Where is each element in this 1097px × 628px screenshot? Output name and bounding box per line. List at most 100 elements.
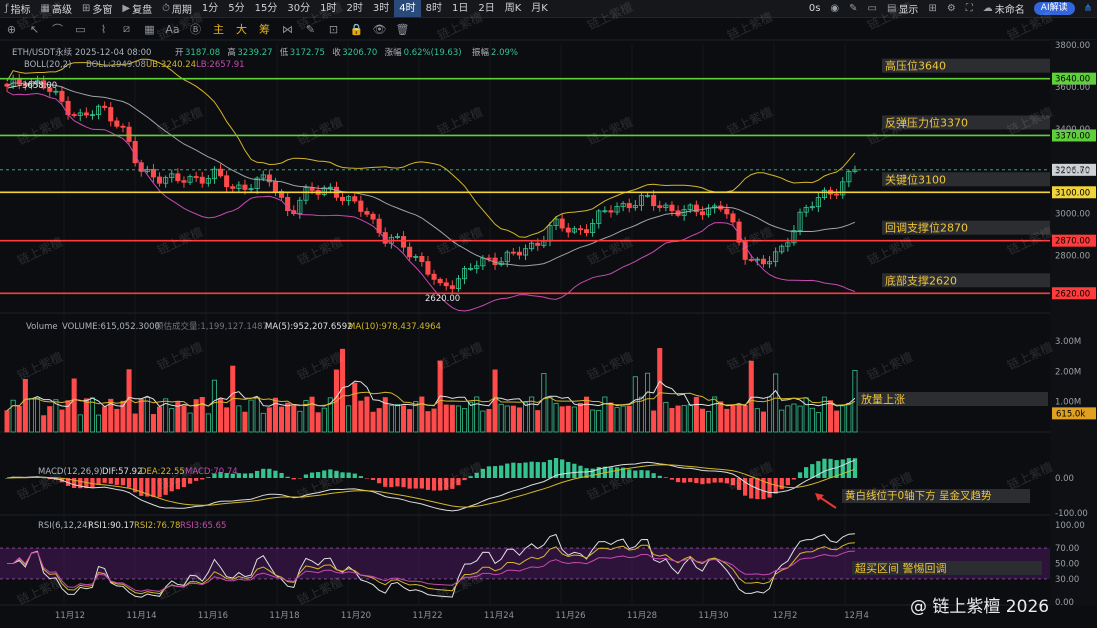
toolbar-item-label: 多窗 — [92, 5, 113, 16]
toolbar-pen-button[interactable]: ✎ — [844, 0, 862, 17]
volume-y-tick: 3.00M — [1055, 337, 1081, 347]
candle-body — [455, 278, 461, 289]
volume-bar — [645, 372, 651, 433]
level-price-tag-0: 3640.00 — [1055, 75, 1090, 85]
macd-bar — [852, 458, 858, 478]
volume-bar — [425, 411, 431, 433]
macd-bar — [785, 478, 790, 485]
timeframe-3-button[interactable]: 30分 — [287, 3, 311, 14]
macd-bar — [328, 469, 333, 478]
timeframe-9-button[interactable]: 1日 — [451, 3, 469, 14]
candle-body — [211, 168, 217, 179]
candle-body — [815, 197, 821, 208]
toolbar-period-button[interactable]: ⏱ 周期 — [157, 0, 197, 17]
draw-tool-9-icon[interactable]: ⋈ — [282, 22, 293, 36]
watermark-text: 链上紫檀 — [15, 574, 65, 608]
draw-tool-6-icon[interactable]: ▦ — [144, 22, 155, 36]
timeframe-4-button[interactable]: 1时 — [320, 3, 337, 14]
toolbar-gear-button[interactable]: ⚙ — [942, 0, 961, 17]
macd-bar — [438, 478, 443, 491]
macd-bar — [779, 478, 784, 490]
candle-body — [779, 245, 785, 253]
macd-bar — [834, 460, 839, 478]
volume-bar — [748, 360, 754, 433]
candle-body — [449, 285, 455, 289]
volume-bar — [693, 396, 699, 433]
volume-bar — [22, 379, 28, 433]
toolbar-fullscreen-button[interactable]: ⛶ — [961, 0, 978, 17]
toolbar-multi-chart-button[interactable]: ⊞ 多窗 — [77, 0, 117, 17]
draw-tool-3-icon[interactable]: ▭ — [75, 22, 86, 36]
volume-bar — [462, 408, 468, 433]
draw-tool-12-icon[interactable]: 🔒 — [349, 22, 364, 36]
draw-tool-11-icon[interactable]: ⊡ — [328, 22, 339, 36]
timeframe-5-button[interactable]: 2时 — [346, 3, 363, 14]
level-label-bg-4 — [882, 273, 1050, 288]
ai-interpret-button[interactable]: AI解读 — [1033, 2, 1075, 15]
candle-body — [834, 193, 840, 196]
macd-bar — [492, 466, 498, 478]
draw-tool-5-icon[interactable]: ⧄ — [123, 22, 130, 35]
macd-bar — [553, 458, 559, 478]
volume-bar — [809, 407, 815, 433]
volume-bar — [248, 399, 254, 433]
macd-bar — [334, 470, 339, 478]
toolbar-replay-button[interactable]: ▶ 复盘 — [117, 0, 157, 17]
volume-bar — [10, 399, 16, 433]
timeframe-6-button[interactable]: 3时 — [372, 3, 390, 14]
draw-tool-highlight-0[interactable]: 主 — [213, 23, 224, 36]
draw-tool-14-icon[interactable]: 🗑 — [395, 22, 410, 36]
draw-tool-1-icon[interactable]: ↖ — [29, 22, 40, 36]
share-icon[interactable]: ⋔ — [1083, 3, 1092, 14]
toolbar-indicator-button[interactable]: ƒ 指标 — [0, 0, 36, 17]
macd-annotation-bg — [842, 489, 1030, 503]
macd-bar — [133, 478, 138, 493]
volume-bar — [83, 398, 89, 433]
timeframe-8-button[interactable]: 8时 — [425, 3, 442, 14]
candle-body — [96, 105, 102, 115]
volume-bar — [834, 410, 840, 433]
watermark-text: 链上紫檀 — [155, 104, 205, 138]
toolbar-camera-button[interactable]: ◉ — [825, 0, 844, 17]
x-axis-tick: 11月20 — [341, 611, 371, 621]
toolbar-advanced-button[interactable]: ▦ 高级 — [36, 0, 77, 17]
draw-tool-0-icon[interactable]: ⊕ — [6, 22, 17, 36]
macd-value: MACD:70.74 — [185, 467, 238, 477]
macd-bar — [468, 476, 473, 478]
level-label-1: 反弹压力位3370 — [885, 115, 968, 129]
draw-tool-10-icon[interactable]: ✎ — [305, 22, 316, 36]
candle-body — [285, 197, 291, 212]
timeframe-11-button[interactable]: 周K — [504, 3, 522, 14]
macd-bar — [499, 465, 504, 478]
candle-body — [425, 261, 431, 275]
timeframe-2-button[interactable]: 15分 — [254, 3, 278, 14]
draw-tool-highlight-2[interactable]: 筹 — [259, 23, 270, 36]
volume-bar — [419, 396, 425, 433]
candle-body — [358, 200, 364, 212]
draw-tool-13-icon[interactable]: 👁 — [372, 22, 387, 36]
toolbar-cloud-button[interactable]: ☁ 未命名 — [978, 0, 1030, 17]
draw-tool-4-icon[interactable]: ⌇ — [100, 22, 107, 36]
timeframe-1-button[interactable]: 5分 — [228, 3, 245, 14]
volume-bar — [364, 396, 370, 433]
volume-bar — [797, 405, 803, 433]
watermark-text: 链上紫檀 — [585, 349, 635, 383]
volume-bar — [718, 401, 724, 433]
toolbar-layout-button[interactable]: ▭ — [863, 0, 882, 17]
toolbar-grid-button[interactable]: ⊞ — [923, 0, 941, 17]
watermark-text: 链上紫檀 — [585, 114, 635, 148]
timeframe-7-button[interactable]: 4时 — [394, 0, 421, 17]
draw-tool-2-icon[interactable]: ⌒ — [52, 23, 63, 36]
timeframe-10-button[interactable]: 2日 — [478, 3, 495, 14]
toolbar-seconds-button[interactable]: 0s — [802, 0, 826, 17]
level-label-bg-2 — [882, 172, 1050, 187]
toolbar-display-button[interactable]: ▤ 显示 — [882, 0, 923, 17]
draw-tool-highlight-1[interactable]: 大 — [236, 23, 247, 36]
draw-tool-7-icon[interactable]: Aa — [165, 22, 180, 36]
volume-ma5-value: MA(5):952,207.6592 — [265, 322, 353, 332]
rsi2-value: RSI2:76.78 — [134, 521, 180, 531]
volume-bar — [449, 404, 455, 433]
timeframe-12-button[interactable]: 月K — [531, 3, 548, 14]
draw-tool-8-icon[interactable]: Ⓑ — [190, 23, 201, 36]
timeframe-0-button[interactable]: 1分 — [201, 3, 219, 14]
